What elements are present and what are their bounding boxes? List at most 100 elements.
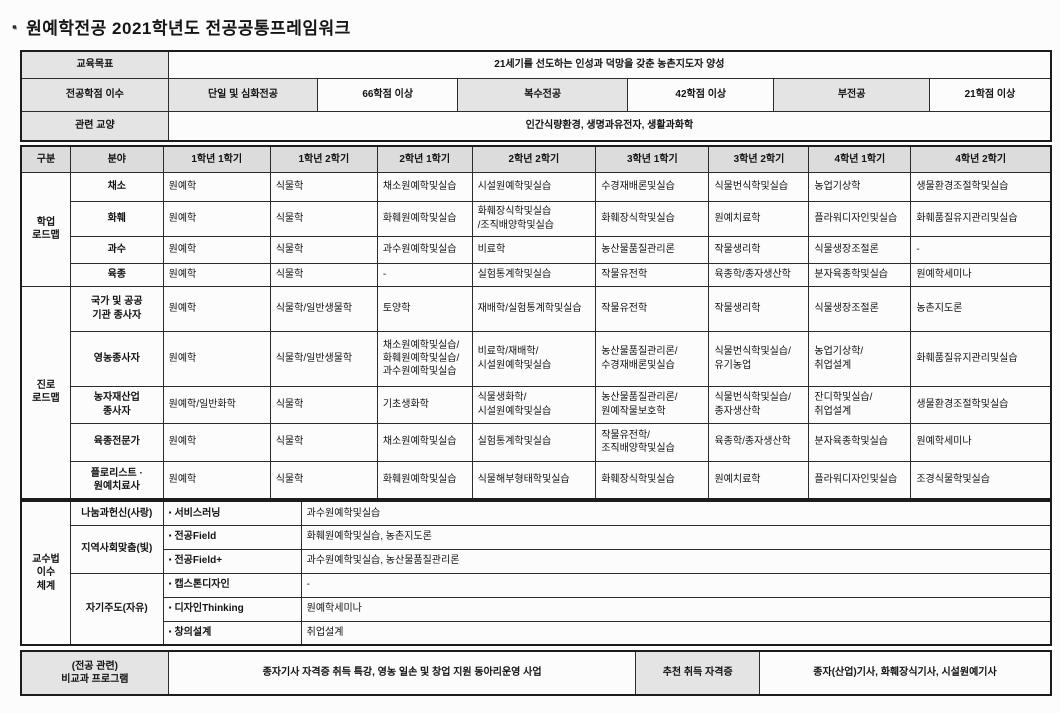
course-cell: 화훼장식학및실습 /조직배양학및실습: [471, 200, 597, 237]
course-cell: 채소원예학및실습: [376, 422, 473, 462]
teaching-method-table: 교수법 이수 체계 나눔과헌신(사랑) ▪ 서비스러닝 과수원예학및실습 지역사회…: [20, 500, 1052, 646]
course-cell: 화훼원예학및실습: [376, 460, 473, 500]
col-header-sem1: 1학년 1학기: [162, 145, 271, 173]
teaching-item-label: 전공Field: [174, 531, 217, 543]
square-bullet-icon: ▪: [12, 19, 18, 34]
table-row: ▪ 전공Field+ 과수원예학및실습, 농산물품질관리론: [21, 548, 1052, 574]
table-row: 육종 원예학 식물학 - 실험통계학및실습 작물유전학 육종학/종자생산학 분자…: [21, 262, 1052, 287]
course-cell: 농업기상학/ 취업설계: [808, 330, 912, 387]
table-row: 교육목표 21세기를 선도하는 인성과 덕망을 갖춘 농촌지도자 양성: [20, 50, 1052, 79]
square-bullet-icon: ▪: [168, 579, 172, 589]
table-row: 플로리스트 · 원예치료사 원예학 식물학 화훼원예학및실습 식물해부형태학및실…: [21, 460, 1052, 500]
course-cell: -: [376, 262, 473, 287]
table-row: 관련 교양 인간식량환경, 생명과유전자, 생활과화학: [20, 110, 1052, 142]
field-label: 과수: [69, 235, 164, 264]
table-row: 농자재산업 종사자 원예학/일반화학 식물학 기초생화학 식물생화학/ 시설원예…: [21, 385, 1052, 424]
col-header-sem2: 1학년 2학기: [269, 145, 378, 173]
col-header-sem6: 3학년 2학기: [708, 145, 810, 173]
course-cell: 과수원예학및실습: [300, 500, 1052, 526]
teaching-item-label: 디자인Thinking: [174, 603, 244, 615]
course-cell: 화훼품질유지관리및실습: [910, 200, 1052, 237]
course-cell: 원예치료학: [708, 460, 810, 500]
col-header-sem7: 4학년 1학기: [808, 145, 912, 173]
course-cell: 채소원예학및실습/ 화훼원예학및실습/ 과수원예학및실습: [376, 330, 473, 387]
course-cell: 원예학: [162, 262, 271, 287]
course-cell: 작물생리학: [708, 235, 810, 264]
teaching-item: ▪ 창의설계: [162, 620, 302, 646]
table-row: 진로 로드맵 국가 및 공공 기관 종사자 원예학 식물학/일반생물학 토양학 …: [20, 285, 1052, 500]
course-cell: 식물번식학및실습/ 유기농업: [708, 330, 810, 387]
course-cell: 원예학: [162, 330, 271, 387]
table-row: 지역사회맞춤(빛) ▪ 전공Field 화훼원예학및실습, 농촌지도론: [21, 524, 1052, 574]
field-label: 채소: [69, 171, 164, 202]
course-cell: 원예학: [162, 235, 271, 264]
col-header-sem8: 4학년 2학기: [910, 145, 1052, 173]
extracurricular-programs: 종자기사 자격증 취득 특강, 영농 일손 및 창업 지원 동아리운영 사업: [167, 650, 637, 696]
course-cell: 과수원예학및실습: [376, 235, 473, 264]
course-cell: 식물생장조절론: [808, 285, 912, 332]
field-label: 농자재산업 종사자: [69, 385, 164, 424]
table-row: (전공 관련) 비교과 프로그램 종자기사 자격증 취득 특강, 영농 일손 및…: [20, 650, 1052, 696]
course-cell: 비료학/재배학/ 시설원예학및실습: [471, 330, 597, 387]
course-cell: 식물학: [269, 200, 378, 237]
course-cell: 생물환경조절학및실습: [910, 385, 1052, 424]
field-label: 나눔과헌신(사랑): [69, 500, 164, 526]
square-bullet-icon: ▪: [168, 627, 172, 637]
course-cell: 육종학/종자생산학: [708, 422, 810, 462]
credit-type-double: 복수전공: [457, 77, 629, 112]
teaching-item-label: 서비스러닝: [174, 507, 221, 519]
overview-table: 교육목표 21세기를 선도하는 인성과 덕망을 갖춘 농촌지도자 양성 전공학점…: [20, 50, 1052, 142]
teaching-item: ▪ 서비스러닝: [162, 500, 302, 526]
course-cell: 원예학: [162, 285, 271, 332]
course-cell: 식물학/일반생물학: [269, 285, 378, 332]
course-cell: 화훼장식학및실습: [595, 460, 710, 500]
course-cell: 식물학: [269, 235, 378, 264]
table-row: 교수법 이수 체계 나눔과헌신(사랑) ▪ 서비스러닝 과수원예학및실습: [20, 500, 1052, 646]
course-cell: 화훼원예학및실습, 농촌지도론: [300, 524, 1052, 550]
recommended-license-label: 추천 취득 자격증: [635, 650, 760, 696]
course-cell: 화훼품질유지관리및실습: [910, 330, 1052, 387]
course-cell: 재배학/실험통계학및실습: [471, 285, 597, 332]
credit-type-minor: 부전공: [773, 77, 930, 112]
course-cell: 작물유전학: [595, 285, 710, 332]
col-header-sem4: 2학년 2학기: [471, 145, 597, 173]
course-cell: 원예학: [162, 460, 271, 500]
teaching-item: ▪ 전공Field+: [162, 548, 302, 574]
table-row: 영농종사자 원예학 식물학/일반생물학 채소원예학및실습/ 화훼원예학및실습/ …: [21, 330, 1052, 387]
table-row: 전공학점 이수 단일 및 심화전공 66학점 이상 복수전공 42학점 이상 부…: [20, 77, 1052, 112]
course-cell: 식물학/일반생물학: [269, 330, 378, 387]
col-header-field: 분야: [69, 145, 164, 173]
course-cell: 조경식물학및실습: [910, 460, 1052, 500]
course-cell: 작물유전학/ 조직배양학및실습: [595, 422, 710, 462]
col-header-sem3: 2학년 1학기: [376, 145, 473, 173]
course-cell: 농산물품질관리론/ 원예작물보호학: [595, 385, 710, 424]
field-label: 국가 및 공공 기관 종사자: [69, 285, 164, 332]
table-row: 자기주도(자유) ▪ 캡스톤디자인 -: [21, 572, 1052, 646]
course-cell: 분자육종학및실습: [808, 422, 912, 462]
teaching-item-label: 창의설계: [174, 627, 212, 639]
page-title-text: 원예학전공 2021학년도 전공공통프레임워크: [26, 19, 351, 38]
square-bullet-icon: ▪: [168, 555, 172, 565]
teaching-item: ▪ 디자인Thinking: [162, 596, 302, 622]
col-header-category: 구분: [20, 145, 71, 173]
table-row: ▪ 창의설계 취업설계: [21, 620, 1052, 646]
course-cell: 식물학: [269, 171, 378, 202]
course-cell: 비료학: [471, 235, 597, 264]
field-label: 육종: [69, 262, 164, 287]
course-cell: 잔디학및실습/ 취업설계: [808, 385, 912, 424]
table-row: 화훼 원예학 식물학 화훼원예학및실습 화훼장식학및실습 /조직배양학및실습 화…: [21, 200, 1052, 237]
course-cell: 기초생화학: [376, 385, 473, 424]
liberal-arts-value: 인간식량환경, 생명과유전자, 생활과화학: [167, 110, 1052, 142]
teaching-item: ▪ 캡스톤디자인: [162, 572, 302, 598]
course-cell: 식물학: [269, 262, 378, 287]
recommended-license-value: 종자(산업)기사, 화훼장식기사, 시설원예기사: [758, 650, 1052, 696]
teaching-method-label: 교수법 이수 체계: [20, 500, 71, 646]
course-cell: 원예학: [162, 422, 271, 462]
course-cell: 생물환경조절학및실습: [910, 171, 1052, 202]
course-cell: 식물학: [269, 460, 378, 500]
extracurricular-table: (전공 관련) 비교과 프로그램 종자기사 자격증 취득 특강, 영농 일손 및…: [20, 650, 1052, 696]
course-cell: -: [910, 235, 1052, 264]
course-cell: 플라워디자인및실습: [808, 200, 912, 237]
page-title: ▪ 원예학전공 2021학년도 전공공통프레임워크: [12, 14, 1052, 39]
course-cell: 실험통계학및실습: [471, 422, 597, 462]
